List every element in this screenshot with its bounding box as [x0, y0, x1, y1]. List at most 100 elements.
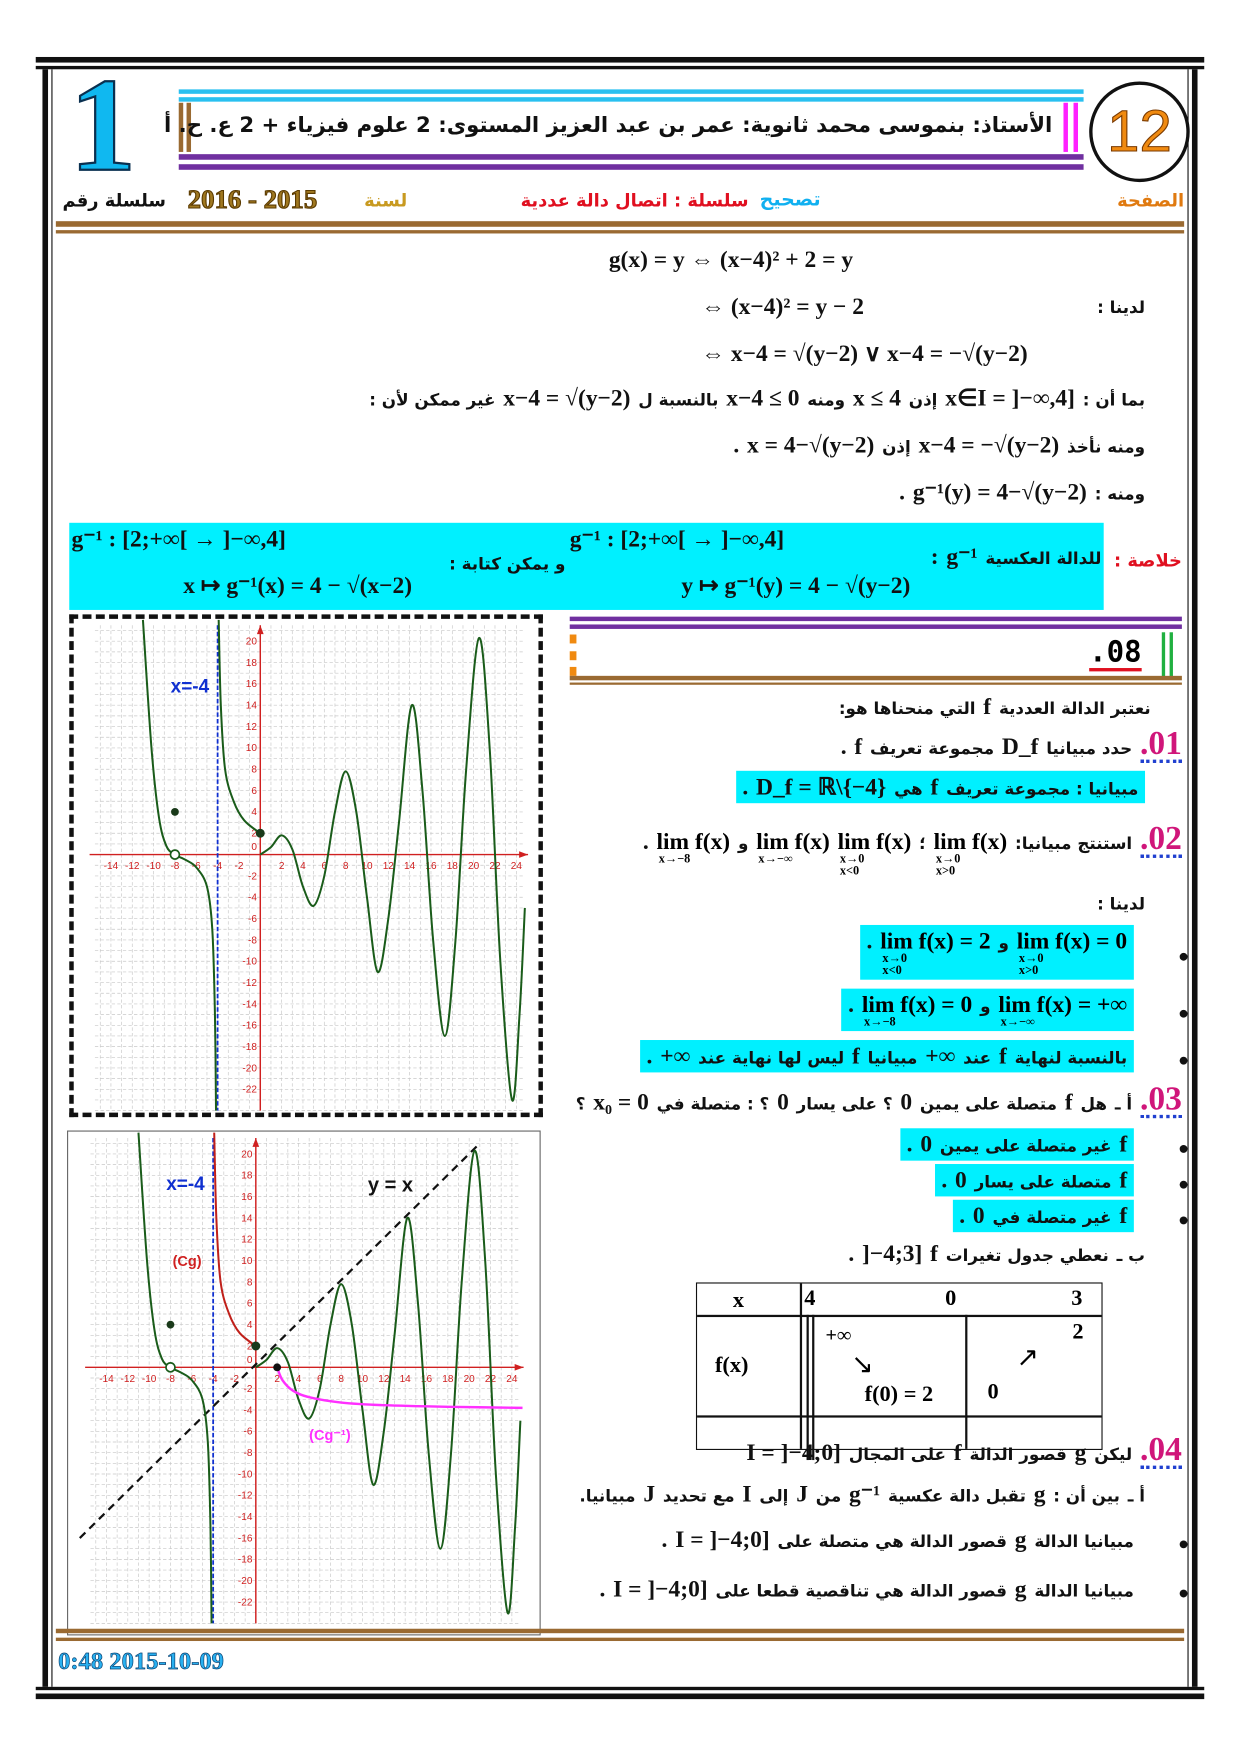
limit-function: f(x) = 0: [900, 990, 973, 1018]
y-tick-label: -6: [248, 914, 257, 925]
derivation-line: ومنه : g⁻¹(y) = 4−√(y−2).: [899, 478, 1145, 506]
y-tick-label: -16: [238, 1533, 253, 1544]
y-tick-label: 16: [241, 1192, 253, 1203]
arabic-text: إلى: [759, 1485, 789, 1506]
limit-word: lim: [933, 827, 967, 855]
limit-top: lim f(x): [838, 829, 912, 853]
limit-subscript: x→−8: [658, 852, 691, 866]
grid: [94, 625, 525, 1111]
arabic-text: قصور الدالة هي متصلة على: [777, 1531, 1007, 1552]
arabic-text: لدينا :: [1097, 893, 1146, 914]
title-box: الأستاذ: بنموسى محمد ثانوية: عمر بن عبد …: [164, 102, 1084, 152]
table-bottom-right: 0: [987, 1379, 999, 1405]
arabic-text: و: [980, 996, 991, 1017]
math-expression: g(x) = y ⇔ (x−4)² + 2 = y: [608, 245, 854, 273]
y-tick-label: -16: [242, 1021, 257, 1032]
series-label: سلسلة رقم: [62, 189, 166, 212]
limit-expression: lim f(x) = +∞ x→−∞: [998, 993, 1127, 1029]
arabic-text: حدد مبيانيا: [1046, 738, 1133, 759]
frame-top-line: [35, 56, 1205, 63]
ex-purple-line-2: [569, 624, 1182, 629]
y-axis-arrow-icon: [252, 1137, 260, 1147]
arabic-text: قصور الدالة هي تناقصية قطعا على: [715, 1580, 1007, 1601]
x-tick-label: 4: [300, 861, 306, 872]
table-x-value: 3: [1071, 1285, 1083, 1311]
math-expression: 0: [955, 1166, 967, 1194]
x-tick-label: -14: [99, 1374, 114, 1385]
math-expression: .: [941, 1166, 948, 1194]
curve-f-right: [255, 1149, 522, 1615]
frame-bottom-line: [35, 1686, 1205, 1691]
table-top-left: +∞: [825, 1323, 852, 1347]
math-expression: f: [953, 1438, 962, 1466]
limit-top: lim f(x) = 2: [880, 929, 990, 952]
x-tick-label: 8: [338, 1374, 344, 1385]
ex-brown-line-2: [569, 682, 1182, 685]
limit-expression: lim f(x) = 2 x→0 x<0: [880, 929, 990, 977]
title-bar-left: [178, 102, 184, 152]
x-tick-label: 10: [361, 861, 373, 872]
table-bottom-left: f(0) = 2: [864, 1381, 934, 1407]
question-03: .03 أ ـ هل f متصلة على يمين 0 ؟ على يسار 0 ؟ : م…: [576, 1082, 1182, 1119]
x-tick-label: 8: [343, 861, 349, 872]
limit-expression: lim f(x) x→0 x<0: [838, 829, 912, 878]
limit-function: f(x): [972, 827, 1008, 855]
summary-box: للدالة العكسية g⁻¹: g⁻¹ : [2;+∞[ → ]−∞,4]…: [69, 522, 1104, 610]
arabic-text: ؟ على يسار: [796, 1093, 893, 1114]
summary-form1-line1: g⁻¹ : [2;+∞[ → ]−∞,4]: [569, 525, 785, 552]
y-tick-label: 18: [241, 1171, 253, 1182]
exercise-number: .08: [1089, 637, 1142, 672]
frame-left-2: [51, 69, 53, 1687]
summary-label: خلاصة :: [1113, 549, 1182, 571]
math-expression: .: [959, 1201, 966, 1229]
x-tick-label: 20: [464, 1374, 476, 1385]
math-expression: ]−4;3]: [862, 1239, 923, 1267]
table-rule: [965, 1314, 967, 1449]
title-bar-left-2: [186, 102, 192, 152]
limit-subscript: x<0: [882, 964, 902, 978]
y-tick-label: -2: [248, 871, 257, 882]
derivation-line: ومنه نأخذ x−4 = −√(y−2) إذن x = 4−√(y−2).: [733, 431, 1145, 459]
x-tick-label: 24: [511, 861, 523, 872]
header-divider-2: [55, 230, 1185, 234]
y-tick-label: -8: [248, 935, 257, 946]
x-tick-label: -2: [230, 1374, 239, 1385]
variation-table: x 4 0 3 f(x) +∞ ↘ f(0) = 2 0 ↗ 2: [695, 1282, 1103, 1461]
frame-right-2: [1187, 69, 1189, 1687]
question-number: .04: [1140, 1431, 1182, 1469]
summary-form1-line2: y ↦ g⁻¹(y) = 4 − √(y−2): [681, 571, 911, 599]
up-arrow-icon: ↗: [1016, 1341, 1040, 1373]
arabic-text: مبيانيا الدالة: [1034, 1580, 1134, 1601]
arabic-text: غير متصلة على يمين: [939, 1136, 1112, 1157]
answer-02-item: lim f(x) = +∞ x→−∞ و lim f(x) = 0 x→−8.: [841, 988, 1188, 1032]
arabic-text: لدينا :: [1097, 297, 1146, 318]
limit-subscript: x→−∞: [758, 852, 793, 866]
limit-expression: lim f(x) = 0 x→0 x>0: [1017, 929, 1127, 977]
y-tick-label: 14: [246, 701, 258, 712]
question-03b: ب ـ نعطي جدول تغيرات f]−4;3].: [848, 1240, 1145, 1268]
arabic-text: قصور الدالة: [969, 1444, 1067, 1465]
limit-top: lim f(x): [656, 827, 731, 855]
arabic-text: ليس لها نهاية عند: [698, 1047, 845, 1068]
x-axis-arrow-icon: [519, 851, 529, 858]
y-tick-label: 12: [246, 722, 258, 733]
limit-function: f(x) = 0: [1055, 927, 1128, 955]
math-expression: .: [661, 1525, 668, 1553]
arabic-text: ومنه :: [1094, 483, 1146, 504]
math-expression: x∈I = ]−∞,4]: [945, 384, 1075, 412]
answer-01: مبيانيا : مجموعة تعريف f هي D_f = ℝ\{−4}.: [735, 770, 1146, 804]
arabic-text: بالنسبة ل: [638, 389, 719, 410]
curve-f-right: [259, 636, 526, 1102]
math-expression: J: [643, 1480, 656, 1507]
arabic-text: هي: [894, 778, 923, 799]
math-expression: g⁻¹(y) = 4−√(y−2): [912, 478, 1087, 505]
math-expression: I: [742, 1480, 752, 1507]
graph-f-g-inverse: -14-12-10-8-6-4-224681012141618202224-22…: [79, 1132, 524, 1624]
arabic-text: ومنه: [807, 389, 846, 410]
math-expression: x−4 = √(y−2): [503, 384, 631, 412]
x-tick-label: 14: [404, 861, 416, 872]
limit-word: lim: [656, 827, 690, 855]
ex-brown-line: [569, 675, 1182, 681]
math-expression: f: [930, 773, 939, 800]
